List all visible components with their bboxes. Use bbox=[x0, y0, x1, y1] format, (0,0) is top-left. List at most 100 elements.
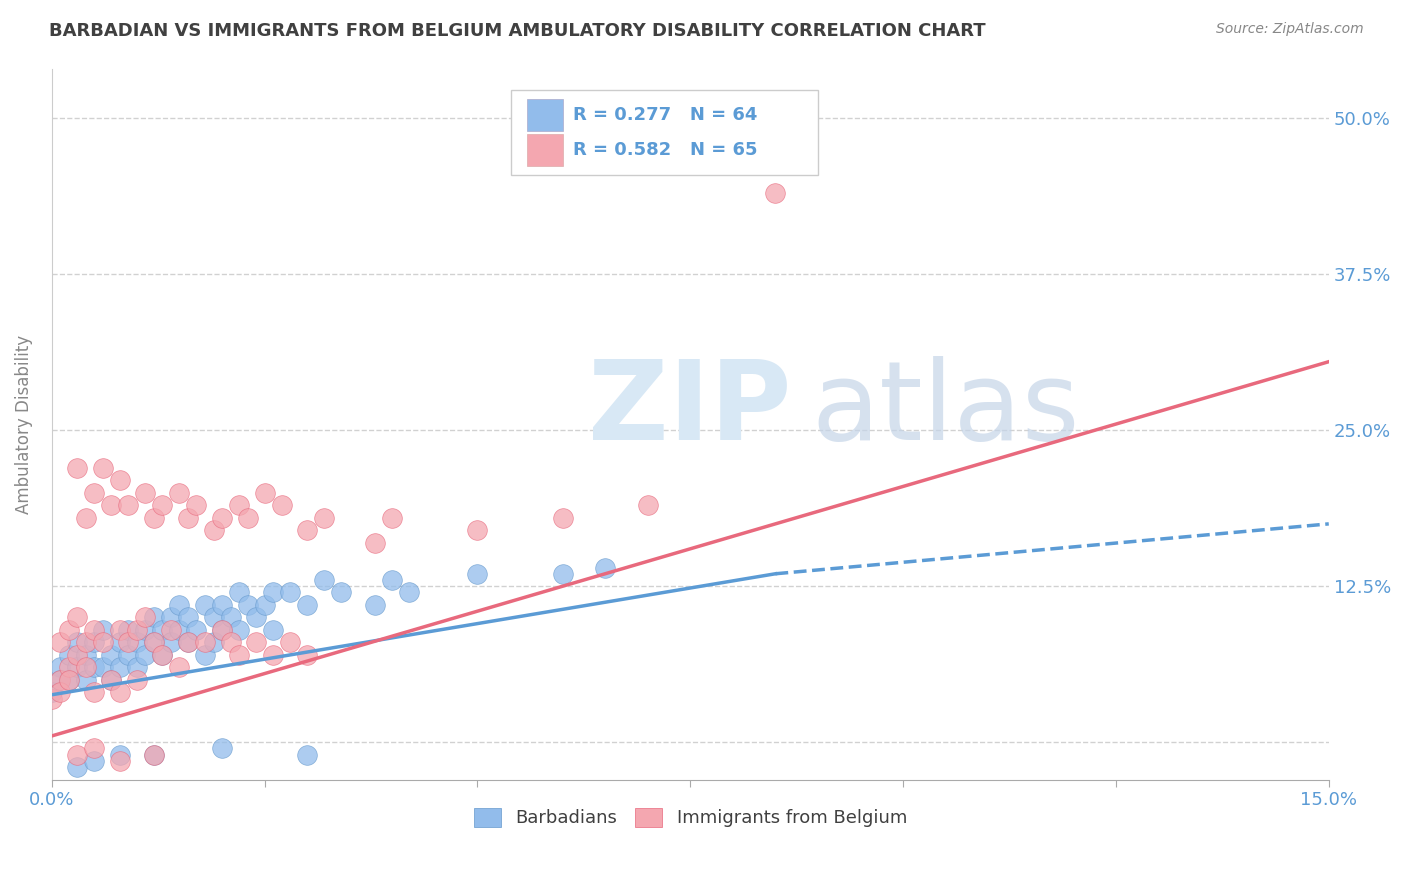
Point bbox=[398, 585, 420, 599]
Point bbox=[75, 673, 97, 687]
Text: atlas: atlas bbox=[811, 356, 1080, 463]
Point bbox=[83, 754, 105, 768]
Point bbox=[177, 510, 200, 524]
Point bbox=[108, 623, 131, 637]
Y-axis label: Ambulatory Disability: Ambulatory Disability bbox=[15, 334, 32, 514]
Point bbox=[142, 747, 165, 762]
Point bbox=[152, 648, 174, 662]
Point bbox=[211, 623, 233, 637]
Legend: Barbadians, Immigrants from Belgium: Barbadians, Immigrants from Belgium bbox=[467, 801, 914, 835]
Point bbox=[593, 560, 616, 574]
Point bbox=[108, 754, 131, 768]
Point bbox=[75, 635, 97, 649]
Text: ZIP: ZIP bbox=[588, 356, 792, 463]
Point bbox=[117, 648, 139, 662]
Point bbox=[236, 510, 259, 524]
Point bbox=[117, 635, 139, 649]
FancyBboxPatch shape bbox=[512, 90, 818, 175]
Point bbox=[278, 635, 301, 649]
Point bbox=[91, 623, 114, 637]
Point bbox=[134, 648, 156, 662]
Point bbox=[117, 498, 139, 512]
Point bbox=[314, 573, 336, 587]
Point bbox=[160, 623, 183, 637]
Point bbox=[125, 673, 148, 687]
Point bbox=[211, 623, 233, 637]
Point bbox=[49, 660, 72, 674]
Point bbox=[142, 635, 165, 649]
Point bbox=[262, 648, 284, 662]
Point bbox=[83, 485, 105, 500]
Point bbox=[91, 660, 114, 674]
Point bbox=[49, 635, 72, 649]
Point bbox=[278, 585, 301, 599]
Point bbox=[177, 610, 200, 624]
Point bbox=[236, 598, 259, 612]
Point bbox=[66, 610, 89, 624]
Point bbox=[134, 623, 156, 637]
Point bbox=[211, 741, 233, 756]
Point bbox=[169, 623, 191, 637]
Point bbox=[228, 498, 250, 512]
Point bbox=[134, 610, 156, 624]
Point bbox=[551, 510, 574, 524]
Point bbox=[152, 623, 174, 637]
Point bbox=[295, 598, 318, 612]
Point bbox=[108, 660, 131, 674]
Point bbox=[100, 673, 122, 687]
Point bbox=[83, 685, 105, 699]
Point bbox=[295, 648, 318, 662]
Point bbox=[75, 648, 97, 662]
Point bbox=[160, 610, 183, 624]
Point bbox=[142, 610, 165, 624]
Point bbox=[152, 648, 174, 662]
Point bbox=[364, 598, 387, 612]
Text: R = 0.277   N = 64: R = 0.277 N = 64 bbox=[572, 106, 758, 124]
Point bbox=[49, 685, 72, 699]
Point bbox=[228, 648, 250, 662]
Point bbox=[245, 635, 267, 649]
Point bbox=[58, 673, 80, 687]
Text: BARBADIAN VS IMMIGRANTS FROM BELGIUM AMBULATORY DISABILITY CORRELATION CHART: BARBADIAN VS IMMIGRANTS FROM BELGIUM AMB… bbox=[49, 22, 986, 40]
Point bbox=[100, 648, 122, 662]
Point bbox=[202, 523, 225, 537]
Point bbox=[142, 747, 165, 762]
Point bbox=[125, 623, 148, 637]
Point bbox=[228, 623, 250, 637]
Point bbox=[41, 691, 63, 706]
Point bbox=[66, 648, 89, 662]
Point bbox=[637, 498, 659, 512]
Point bbox=[91, 635, 114, 649]
Point bbox=[202, 610, 225, 624]
Point bbox=[83, 635, 105, 649]
Text: R = 0.582   N = 65: R = 0.582 N = 65 bbox=[572, 141, 758, 160]
Point bbox=[66, 747, 89, 762]
Point bbox=[551, 566, 574, 581]
Point bbox=[186, 623, 208, 637]
Point bbox=[211, 510, 233, 524]
Point bbox=[75, 510, 97, 524]
Point bbox=[364, 535, 387, 549]
Point bbox=[100, 498, 122, 512]
Point bbox=[262, 585, 284, 599]
Point bbox=[66, 660, 89, 674]
Point bbox=[467, 566, 489, 581]
Point bbox=[108, 747, 131, 762]
Point bbox=[125, 635, 148, 649]
Point bbox=[83, 660, 105, 674]
Point bbox=[142, 635, 165, 649]
Point bbox=[49, 673, 72, 687]
Point bbox=[314, 510, 336, 524]
Point bbox=[467, 523, 489, 537]
Point bbox=[108, 473, 131, 487]
Point bbox=[186, 498, 208, 512]
Point bbox=[75, 660, 97, 674]
Point bbox=[58, 660, 80, 674]
Point bbox=[194, 648, 217, 662]
Point bbox=[58, 673, 80, 687]
Point bbox=[253, 485, 276, 500]
Point bbox=[177, 635, 200, 649]
Point bbox=[152, 498, 174, 512]
Point bbox=[295, 523, 318, 537]
Point bbox=[134, 485, 156, 500]
